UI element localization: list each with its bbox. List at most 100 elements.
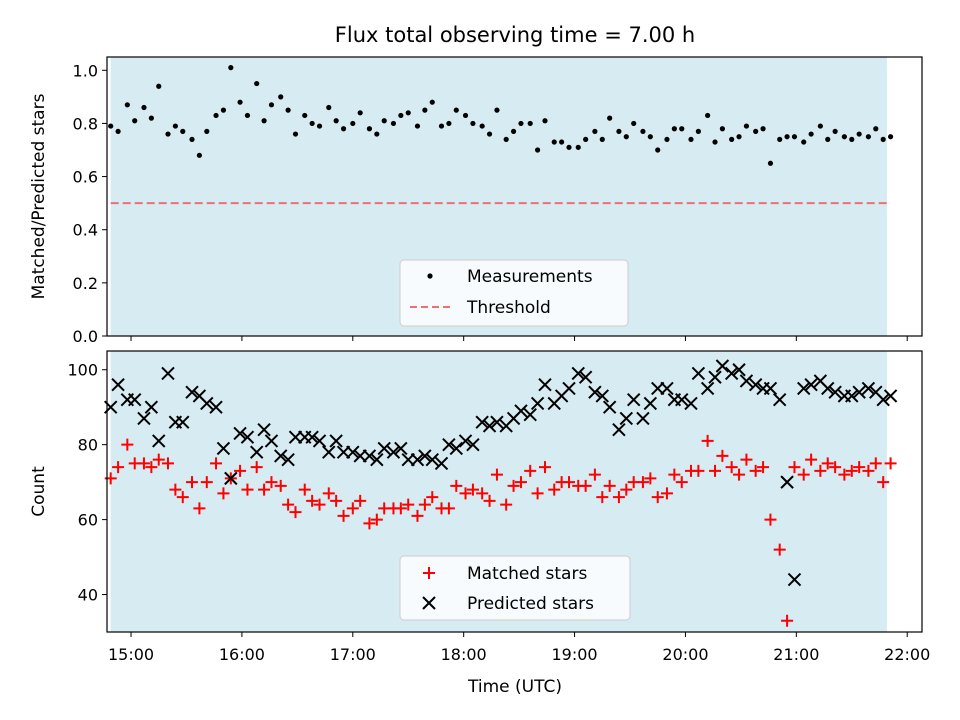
predicted-star-point (602, 400, 617, 414)
predicted-star-point (715, 359, 730, 373)
measurement-point (141, 104, 147, 111)
measurement-point (801, 139, 807, 145)
predicted-star-point (386, 445, 401, 459)
predicted-star-point (425, 452, 439, 467)
y-tick-label: 40 (78, 586, 98, 605)
matched-star-point (788, 461, 801, 474)
measurement-point (791, 134, 798, 140)
predicted-star-point (490, 415, 504, 429)
measurement-point (695, 128, 701, 134)
predicted-star-point (144, 400, 159, 414)
measurement-point (655, 147, 661, 153)
measurement-point (825, 136, 831, 142)
measurement-point (470, 120, 476, 127)
matched-star-point (193, 502, 206, 515)
predicted-star-point (772, 392, 787, 407)
predicted-star-point (845, 389, 859, 403)
matched-star-point (394, 502, 407, 515)
predicted-star-point (281, 452, 295, 467)
predicted-star-point (562, 381, 576, 396)
measurement-point (873, 126, 879, 132)
predicted-star-point (442, 437, 456, 452)
predicted-star-point (209, 400, 223, 414)
measurement-point (494, 107, 500, 113)
measurement-point (583, 136, 589, 142)
measurement-point (220, 107, 227, 113)
measurement-point (817, 123, 823, 129)
measurement-point (124, 102, 130, 108)
measurement-point (309, 120, 315, 127)
measurement-point (865, 134, 872, 140)
predicted-star-point (691, 366, 706, 381)
measurement-point (132, 118, 138, 124)
matched-star-point (781, 614, 794, 627)
measurement-point (503, 136, 509, 142)
x-tick-label: 16:00 (219, 645, 265, 664)
measurement-point (559, 139, 565, 145)
matched-star-point (313, 498, 326, 511)
measurement-point (551, 139, 557, 145)
matched-star-point (740, 453, 753, 466)
measurement-point (679, 126, 685, 132)
y-tick-label: 60 (78, 511, 98, 530)
measurement-point (607, 115, 613, 121)
predicted-star-point (763, 381, 778, 396)
matched-star-point (476, 487, 489, 500)
measurement-point (640, 128, 646, 134)
measurement-point (366, 126, 373, 132)
predicted-star-point (410, 452, 425, 467)
measurement-point (518, 120, 524, 127)
measurement-point (841, 134, 847, 140)
matched-star-point (161, 457, 174, 470)
legend-threshold-label: Threshold (466, 298, 551, 318)
x-tick-label: 18:00 (441, 645, 487, 664)
measurement-point (357, 110, 363, 116)
predicted-star-point (660, 381, 674, 396)
count-y-axis-label: Count (29, 466, 49, 517)
matched-star-point (869, 457, 882, 470)
predicted-star-point (530, 396, 545, 411)
measurement-point (856, 131, 862, 137)
predicted-star-point (176, 415, 190, 429)
matched-star-point (330, 494, 343, 507)
legend-measurements-label: Measurements (467, 267, 593, 287)
predicted-star-point (595, 389, 609, 403)
measurement-point (172, 123, 178, 129)
matched-star-point (169, 483, 182, 496)
predicted-star-point (346, 445, 360, 459)
predicted-star-point (257, 422, 271, 437)
predicted-star-point (852, 385, 866, 399)
predicted-star-point (828, 385, 842, 399)
x-tick-label: 22:00 (884, 645, 930, 664)
matched-star-point (354, 494, 367, 507)
measurement-point (196, 152, 203, 158)
measurement-point (671, 126, 677, 132)
predicted-star-point (200, 396, 214, 411)
matched-star-point (442, 502, 455, 515)
matched-star-point (459, 487, 472, 500)
matched-star-point (797, 468, 810, 481)
matched-star-point (884, 457, 897, 470)
predicted-star-point (274, 449, 288, 463)
predicted-star-point (329, 434, 343, 448)
predicted-star-point (264, 434, 279, 448)
predicted-star-point (821, 381, 835, 396)
matched-star-point (603, 479, 616, 492)
measurement-point (784, 134, 790, 140)
matched-star-point (675, 476, 688, 489)
matched-star-point (524, 464, 537, 477)
measurement-point (616, 128, 622, 134)
predicted-star-point (362, 449, 377, 463)
matched-star-point (579, 479, 592, 492)
measurement-point (189, 136, 195, 142)
matched-star-point (620, 483, 633, 496)
matched-star-point (250, 461, 263, 474)
measurement-point (880, 136, 886, 142)
matched-star-point (709, 464, 722, 477)
matched-star-point (692, 464, 705, 477)
y-tick-label: 100 (67, 361, 98, 380)
ratio-panel: 0.0 0.2 0.4 0.6 0.8 1.0 Matched/Predicted sta… (29, 56, 923, 346)
matched-star-point (716, 449, 729, 462)
matched-star-point (186, 476, 199, 489)
matched-star-point (845, 464, 858, 477)
